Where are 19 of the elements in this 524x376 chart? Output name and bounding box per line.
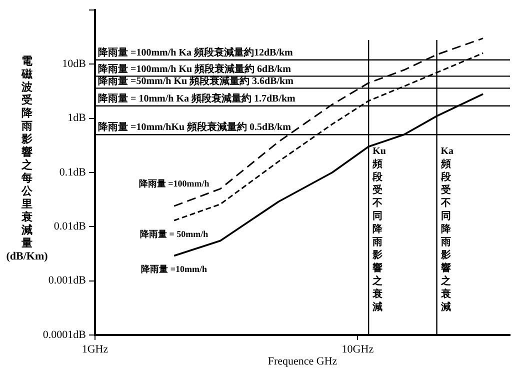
y-tick-label: 10dB [62, 58, 86, 70]
y-tick-label: 0.01dB [54, 220, 86, 233]
text: Ku頻段受不同降雨影響之衰減 [372, 146, 386, 314]
y-tick-label: 0.001dB [48, 274, 86, 287]
ref-line-label: 降雨量 = 10mm/h Ka 頻段衰減量約 1.7dB/km [98, 92, 296, 104]
ref-line-label: 降雨量 =100mm/h Ku 頻段衰減量約 6dB/km [98, 62, 292, 75]
text: 電磁波受降雨影響之每公里衰減量(dB/Km) [6, 55, 48, 262]
x-tick-label: 1GHz [82, 343, 108, 356]
x-axis-title: Frequence GHz [268, 355, 338, 368]
ref-line-label: 降雨量 =100mm/h Ka 頻段衰減量約12dB/km [98, 46, 294, 58]
text: Ka頻段受不同降雨影響之衰減 [440, 146, 454, 314]
series-label: 降雨量 =10mm/h [141, 264, 208, 274]
y-tick-label: 0.0001dB [42, 328, 86, 341]
series-label: 降雨量 = 50mm/h [140, 228, 208, 239]
x-tick-label: 10GHz [342, 343, 374, 356]
y-tick-label: 0.1dB [59, 166, 86, 178]
ref-line-label: 降雨量 =10mm/hKu 頻段衰減量約 0.5dB/km [98, 121, 292, 134]
y-tick-label: 1dB [68, 112, 86, 124]
series-label: 降雨量 =100mm/h [138, 178, 210, 188]
